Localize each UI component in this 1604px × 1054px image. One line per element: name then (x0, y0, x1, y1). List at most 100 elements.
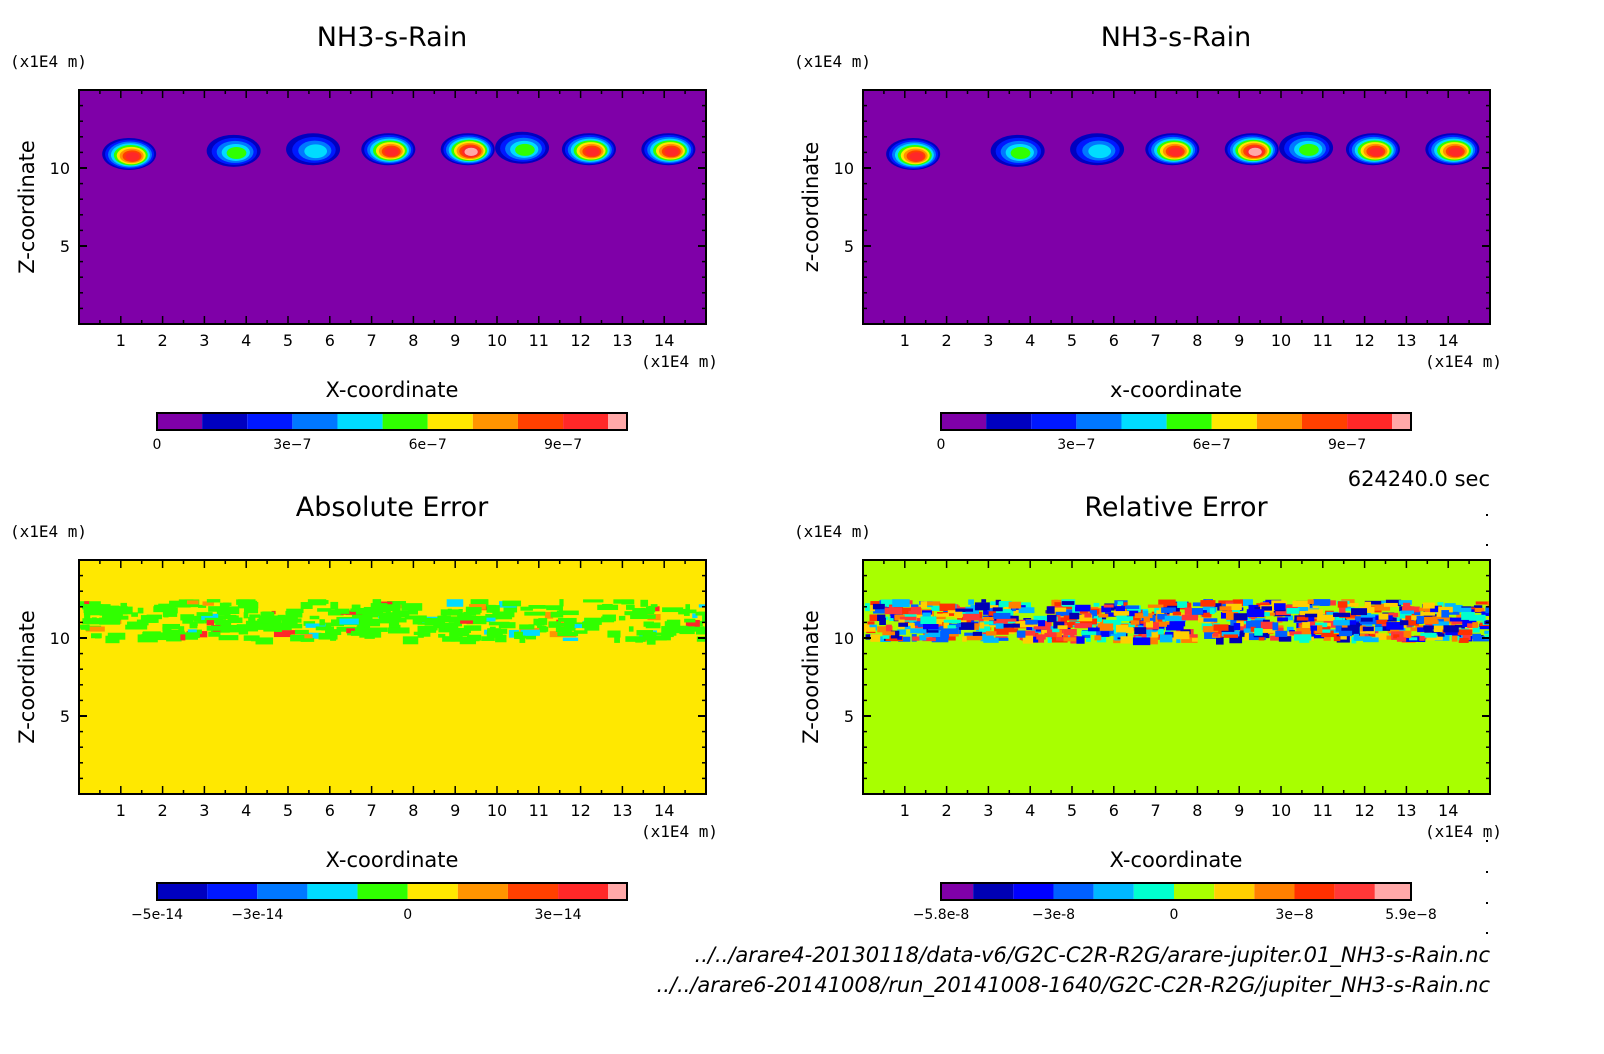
error-cell (1141, 633, 1147, 639)
error-cell (186, 600, 199, 605)
error-cell (1479, 623, 1490, 630)
error-cell (255, 623, 274, 630)
error-cell (897, 629, 906, 635)
contour-level (1168, 147, 1183, 157)
error-cell (549, 631, 561, 638)
error-cell (1046, 614, 1057, 623)
plot-background (79, 560, 706, 794)
error-cell (1423, 625, 1434, 630)
error-cell (1229, 636, 1243, 644)
colorbar-segment (427, 413, 473, 430)
error-cell (485, 614, 498, 620)
y-unit-label: (x1E4 m) (10, 522, 87, 541)
rain-cell (1345, 133, 1400, 166)
error-cell (1006, 627, 1019, 633)
contour-level (464, 147, 478, 156)
x-tick-label: 9 (450, 801, 460, 820)
error-cell (935, 615, 946, 620)
error-cell (1248, 604, 1259, 612)
error-cell (1101, 605, 1112, 613)
error-cell (1361, 633, 1369, 638)
error-cell (1033, 626, 1048, 630)
x-axis-label: X-coordinate (326, 378, 459, 402)
error-cell (1156, 610, 1165, 616)
error-cell (1055, 609, 1073, 617)
error-cell (1052, 628, 1060, 633)
error-cell (219, 602, 230, 608)
error-cell (250, 637, 272, 642)
error-cell (992, 607, 1003, 612)
error-cell (618, 615, 626, 621)
error-cell (1396, 637, 1407, 642)
error-cell (489, 626, 496, 635)
error-cell (664, 621, 679, 627)
error-cell (983, 637, 999, 643)
colorbar-segment (157, 883, 208, 900)
error-cell (142, 631, 161, 638)
error-cell (1396, 631, 1404, 639)
error-cell (1203, 618, 1218, 622)
error-cell (84, 601, 90, 605)
x-axis-label: X-coordinate (326, 848, 459, 872)
rain-cell (561, 133, 616, 166)
error-cell (1419, 607, 1431, 612)
error-cell (1223, 634, 1239, 638)
error-cell (1089, 610, 1097, 617)
contour-level (664, 147, 679, 157)
error-cell (268, 622, 289, 627)
error-cell (1215, 636, 1224, 645)
error-cell (999, 600, 1012, 607)
error-cell (387, 601, 406, 605)
x-tick-label: 2 (942, 801, 952, 820)
error-cell (162, 610, 178, 617)
error-cell (1405, 613, 1412, 621)
error-cell (408, 609, 418, 615)
error-cell (1404, 620, 1419, 626)
error-cell (1050, 626, 1055, 630)
error-cell (1272, 622, 1279, 631)
error-cell (249, 614, 261, 618)
error-cell (1335, 625, 1342, 632)
y-tick-label: 10 (834, 159, 854, 178)
x-tick-label: 1 (900, 331, 910, 350)
error-cell (1430, 605, 1439, 613)
error-cell (495, 634, 507, 643)
error-cell (98, 605, 120, 611)
rain-cell (1425, 133, 1480, 166)
error-cell (538, 618, 548, 625)
error-cell (1250, 626, 1256, 632)
error-cell (569, 622, 583, 626)
error-cell (632, 608, 646, 615)
error-cell (1149, 614, 1156, 622)
rain-cell (886, 137, 941, 170)
error-cell (163, 614, 169, 618)
x-axis-label: x-coordinate (1110, 378, 1242, 402)
error-cell (85, 626, 105, 632)
x-tick-label: 9 (1234, 801, 1244, 820)
error-cell (94, 633, 101, 639)
error-cell (1132, 637, 1151, 646)
error-cell (1308, 634, 1325, 639)
error-cell (1181, 614, 1199, 621)
error-cell (180, 614, 195, 621)
x-tick-label: 6 (1109, 331, 1119, 350)
error-cell (1388, 612, 1399, 618)
rain-cell (440, 133, 495, 166)
error-cell (1305, 613, 1318, 618)
error-cell (882, 631, 896, 636)
error-cell (1296, 616, 1309, 621)
error-cell (1120, 636, 1133, 644)
error-cell (109, 616, 120, 623)
rain-cell (1070, 133, 1125, 166)
error-cell (1174, 615, 1186, 622)
error-cell (413, 631, 425, 635)
x-tick-label: 10 (1271, 801, 1291, 820)
x-tick-label: 10 (487, 801, 507, 820)
error-cell (339, 618, 359, 625)
error-cell (1041, 630, 1047, 638)
error-cell (1333, 620, 1350, 626)
error-cell (1173, 631, 1190, 640)
error-cell (863, 623, 870, 632)
error-cell (84, 614, 91, 620)
error-cell (258, 615, 279, 620)
